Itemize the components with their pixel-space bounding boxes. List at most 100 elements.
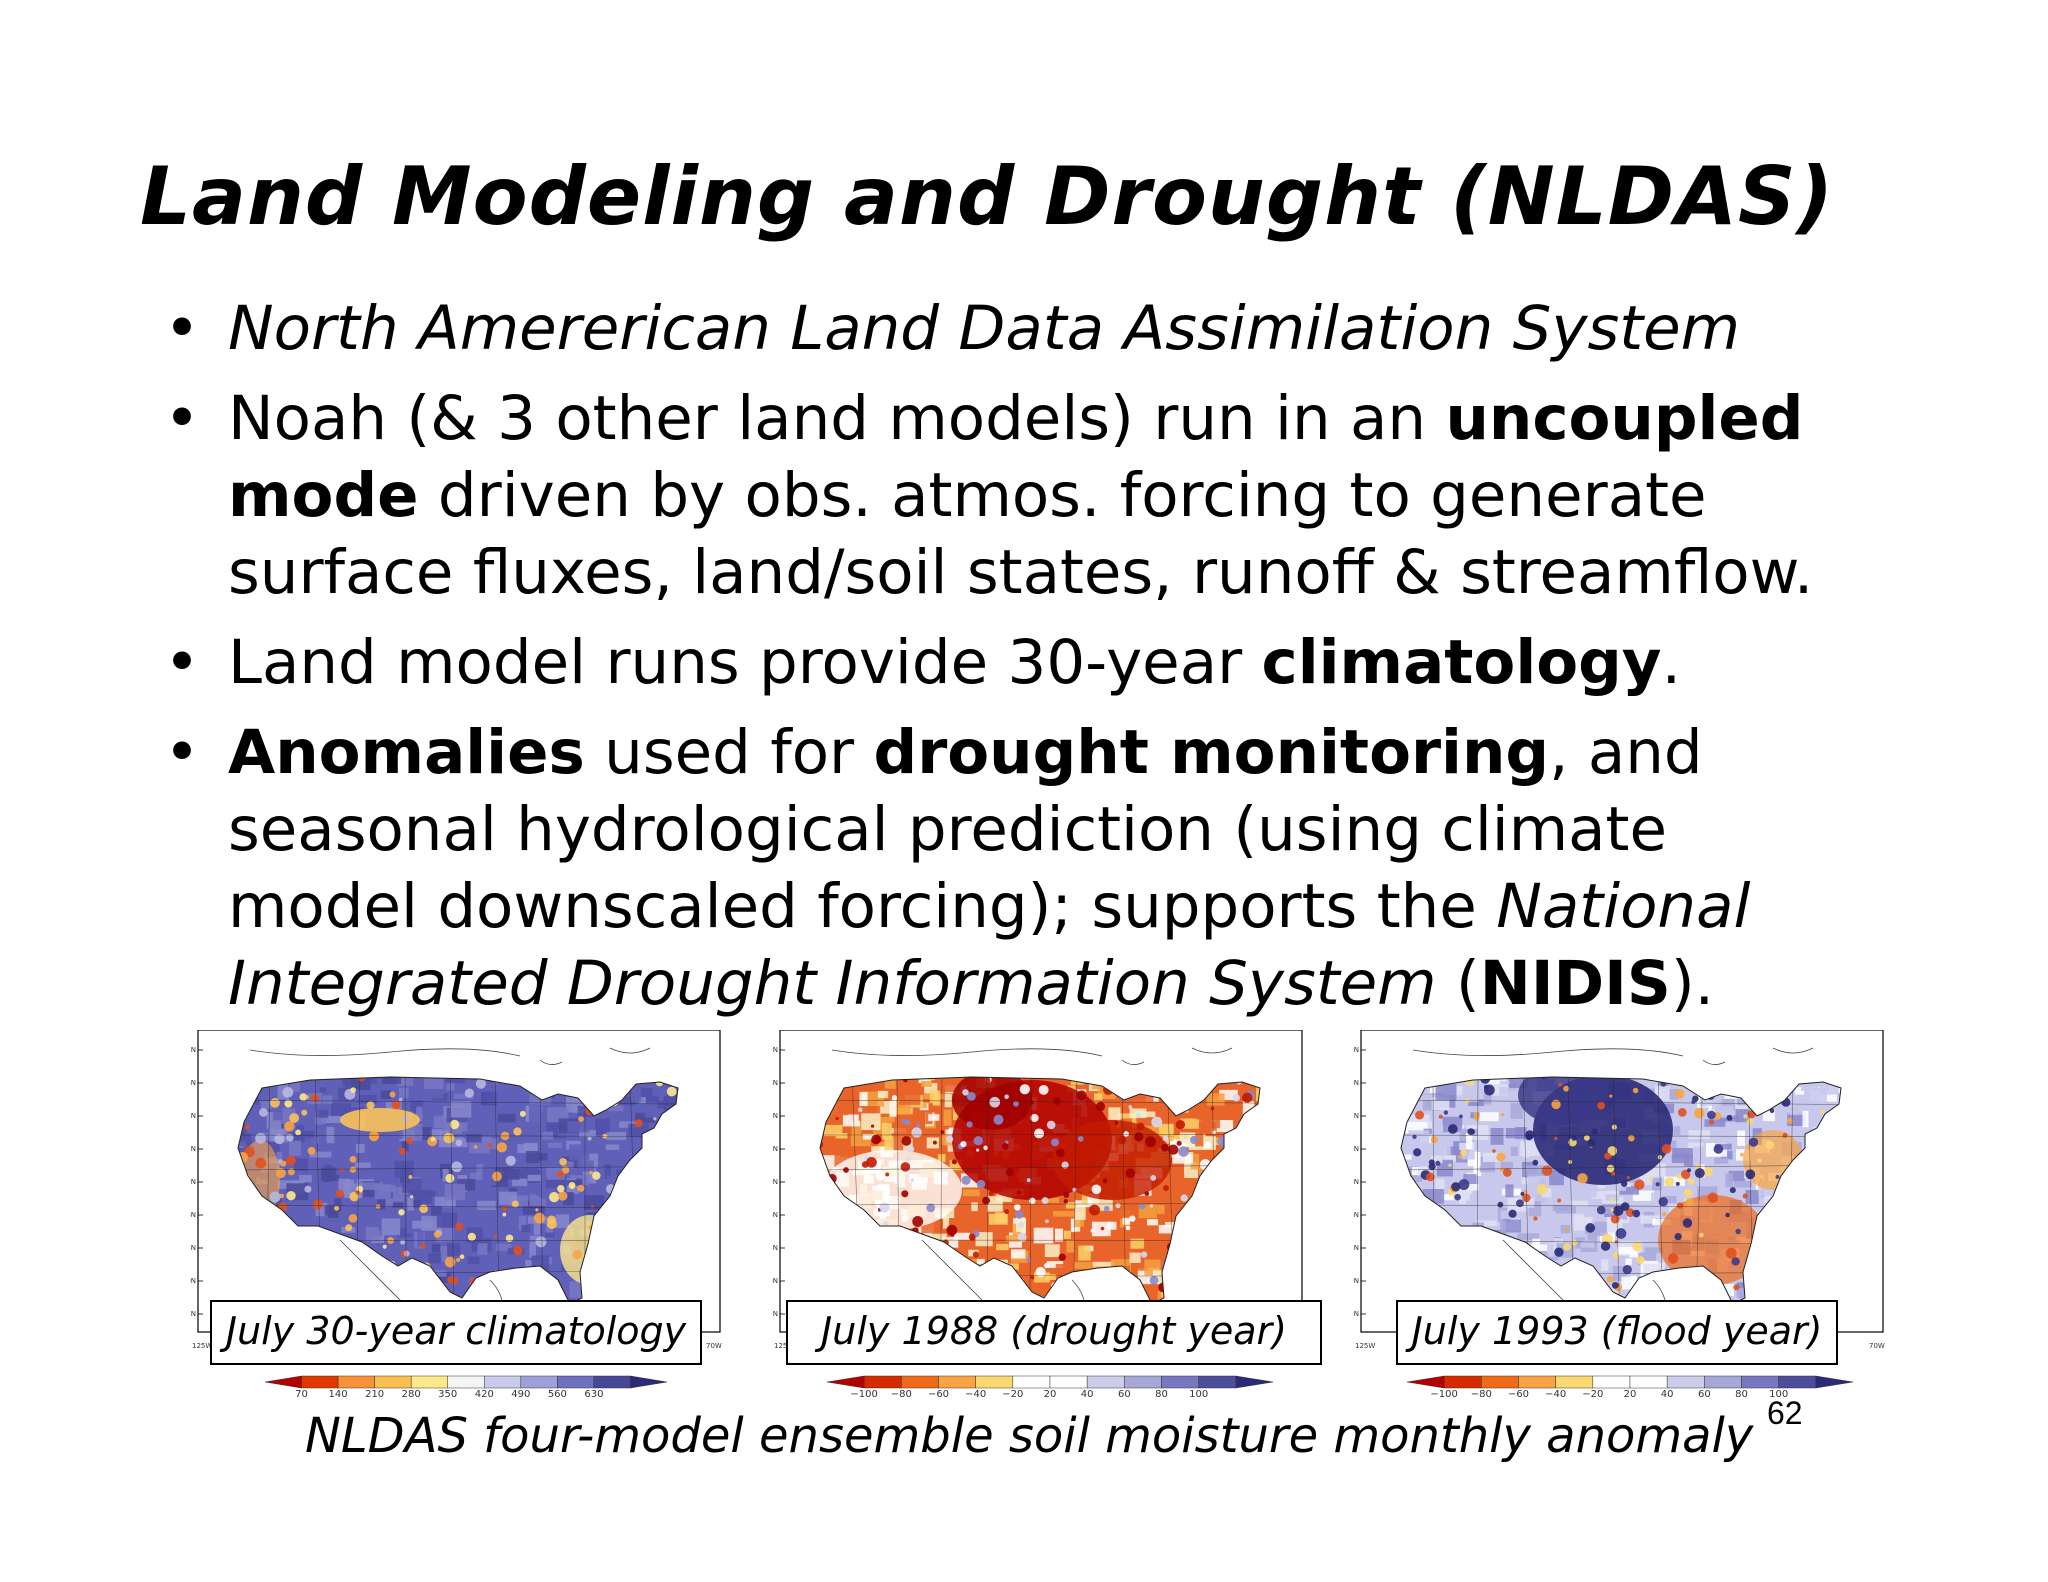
colorbar-tick-label: −80 <box>1470 1389 1492 1400</box>
lat-tick-label: 42N <box>772 1145 778 1153</box>
colorbar-tick-label: 350 <box>438 1389 458 1400</box>
lat-tick-label: 39N <box>190 1178 196 1186</box>
colorbar-tick-label: −60 <box>1507 1389 1530 1400</box>
colorbar-tick-label: 40 <box>1660 1389 1674 1400</box>
bullet-dot-icon: • <box>164 293 200 364</box>
bullet-item: • Noah (& 3 other land models) run in an … <box>160 380 1920 611</box>
lat-tick-label: 36N <box>1353 1211 1359 1219</box>
bullet-text-run: ( <box>1436 948 1480 1019</box>
colorbar-tick-label: 70 <box>295 1389 308 1400</box>
lat-tick-label: 51N <box>772 1046 778 1054</box>
lat-tick-label: 33N <box>1353 1244 1359 1252</box>
map-panel-1988-drought: 51N48N45N42N39N36N33N30N27N125W70W <box>772 1030 1304 1350</box>
lon-tick-label: 70W <box>1869 1342 1885 1350</box>
bullet-dot-icon: • <box>164 717 200 788</box>
lat-tick-label: 51N <box>190 1046 196 1054</box>
colorbar-tick-label: 60 <box>1117 1389 1131 1400</box>
lat-tick-label: 45N <box>190 1112 196 1120</box>
colorbar-tick-label: 20 <box>1043 1389 1057 1400</box>
lat-tick-label: 36N <box>772 1211 778 1219</box>
lon-tick-label: 125W <box>192 1342 212 1350</box>
lat-tick-label: 42N <box>1353 1145 1359 1153</box>
bullet-line: Integrated Drought Information System (N… <box>228 945 1920 1022</box>
bullet-text-run: , and <box>1549 717 1703 788</box>
bullet-line: Noah (& 3 other land models) run in an u… <box>228 380 1920 457</box>
colorbar-1993 <box>1406 1375 1854 1389</box>
map-caption-1993: July 1993 (flood year) <box>1396 1300 1838 1365</box>
lat-tick-label: 36N <box>190 1211 196 1219</box>
bullet-text-run: National <box>1496 871 1751 942</box>
bullet-line: Land model runs provide 30-year climatol… <box>228 624 1920 701</box>
bullet-text-run: NIDIS <box>1479 948 1671 1019</box>
bullet-line: seasonal hydrological prediction (using … <box>228 791 1920 868</box>
map-caption-climatology: July 30-year climatology <box>210 1300 702 1365</box>
colorbar-tick-label: −40 <box>965 1389 987 1400</box>
colorbar-tick-label: 100 <box>1189 1389 1209 1400</box>
figure-caption: NLDAS four-model ensemble soil moisture … <box>305 1408 1754 1464</box>
bullet-text-run: uncoupled <box>1445 383 1804 454</box>
colorbar-tick-label: 20 <box>1623 1389 1637 1400</box>
colorbar-tick-label: 60 <box>1697 1389 1711 1400</box>
lat-tick-label: 30N <box>772 1277 778 1285</box>
lat-tick-label: 30N <box>190 1277 196 1285</box>
colorbar-tick-label: −60 <box>927 1389 950 1400</box>
bullet-text-run: North Amererican Land Data Assimilation … <box>228 293 1741 364</box>
bullet-text-run: Noah (& 3 other land models) run in an <box>228 383 1446 454</box>
lon-tick-label: 125W <box>774 1342 794 1350</box>
bullet-line: model downscaled forcing); supports the … <box>228 868 1920 945</box>
bullet-text-run: Anomalies <box>228 717 585 788</box>
bullet-text-run: Land model runs provide 30-year <box>228 627 1262 698</box>
bullet-item: • Anomalies used for drought monitoring, … <box>160 714 1920 1022</box>
colorbar-tick-label: −20 <box>1002 1389 1024 1400</box>
colorbar-tick-label: 560 <box>547 1389 567 1400</box>
colorbar-tick-label: 630 <box>584 1389 604 1400</box>
bullet-item: • Land model runs provide 30-year climato… <box>160 624 1920 701</box>
bullet-line: surface fluxes, land/soil states, runoff… <box>228 534 1920 611</box>
bullet-line: Anomalies used for drought monitoring, a… <box>228 714 1920 791</box>
colorbar-tick-label: −20 <box>1582 1389 1604 1400</box>
map-panel-1993-flood: 51N 48N 45N 42N 39N 36N 33N 30N 27N 125W 70W <box>1353 1030 1885 1350</box>
lat-tick-label: 42N <box>190 1145 196 1153</box>
lat-tick-label: 27N <box>772 1310 778 1318</box>
colorbar-tick-label: 100 <box>1769 1389 1789 1400</box>
colorbar-tick-label: 80 <box>1735 1389 1748 1400</box>
colorbar-tick-label: −80 <box>890 1389 912 1400</box>
bullet-text-run: mode <box>228 460 419 531</box>
bullet-text-run: used for <box>584 717 874 788</box>
lon-tick-label: 70W <box>706 1342 722 1350</box>
lat-tick-label: 48N <box>772 1079 778 1087</box>
bullet-text-run: ). <box>1670 948 1715 1019</box>
bullet-line: North Amererican Land Data Assimilation … <box>228 290 1920 367</box>
lat-tick-label: 39N <box>1353 1178 1359 1186</box>
bullet-dot-icon: • <box>164 627 200 698</box>
bullet-text-run: surface fluxes, land/soil states, runoff… <box>228 537 1814 608</box>
lat-tick-label: 45N <box>772 1112 778 1120</box>
colorbar-tick-label: 490 <box>511 1389 531 1400</box>
bullet-text-run: Integrated Drought Information System <box>228 948 1437 1019</box>
bullet-list: • North Amererican Land Data Assimilation… <box>160 290 1920 1035</box>
slide-number: 62 <box>1767 1395 1803 1431</box>
lat-tick-label: 27N <box>1353 1310 1359 1318</box>
map-panel-climatology: 51N 48N 45N 42N 39N 36N 33N 30N 27N 125W 70W <box>190 1030 722 1350</box>
colorbar-tick-label: 420 <box>474 1389 494 1400</box>
bullet-dot-icon: • <box>164 383 200 454</box>
lat-tick-label: 33N <box>190 1244 196 1252</box>
colorbar-tick-label: −40 <box>1545 1389 1567 1400</box>
colorbar-tick-label: −100 <box>850 1389 878 1400</box>
colorbar-climatology <box>264 1375 668 1389</box>
lon-tick-label: 125W <box>1355 1342 1375 1350</box>
bullet-text-run: climatology <box>1261 627 1662 698</box>
bullet-text-run: . <box>1661 627 1681 698</box>
colorbar-tick-label: −100 <box>1430 1389 1458 1400</box>
map-caption-1988: July 1988 (drought year) <box>786 1300 1322 1365</box>
bullet-item: • North Amererican Land Data Assimilation… <box>160 290 1920 367</box>
lat-tick-label: 48N <box>1353 1079 1359 1087</box>
bullet-line: mode driven by obs. atmos. forcing to ge… <box>228 457 1920 534</box>
colorbar-tick-label: 80 <box>1155 1389 1168 1400</box>
lat-tick-label: 39N <box>772 1178 778 1186</box>
colorbar-tick-label: 40 <box>1080 1389 1094 1400</box>
bullet-text-run: seasonal hydrological prediction (using … <box>228 794 1667 865</box>
lat-tick-label: 30N <box>1353 1277 1359 1285</box>
lat-tick-label: 45N <box>1353 1112 1359 1120</box>
bullet-text-run: drought monitoring <box>873 717 1550 788</box>
